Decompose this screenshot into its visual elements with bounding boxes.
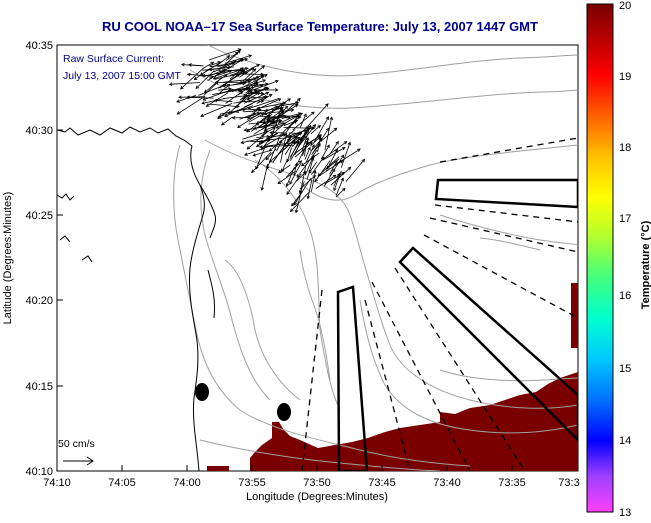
colorbar-tick: 14 [619, 435, 631, 447]
marker-dot [195, 383, 209, 401]
y-tick-label: 40:30 [25, 125, 53, 137]
colorbar-tick: 15 [619, 363, 631, 375]
marker-dot [277, 403, 291, 421]
x-tick-label: 73:35 [498, 477, 526, 489]
x-axis-label: Longitude (Degrees:Minutes) [246, 491, 388, 503]
y-tick-labels: 40:35 40:30 40:25 40:20 40:15 40:10 [25, 40, 53, 478]
colorbar-tick: 13 [619, 507, 631, 518]
y-tick-label: 40:25 [25, 210, 53, 222]
sst-patch-small [207, 466, 229, 471]
colorbar [587, 4, 613, 512]
y-tick-label: 40:10 [25, 466, 53, 478]
x-tick-label: 74:05 [108, 477, 136, 489]
colorbar-label: Temperature (°C) [640, 220, 651, 309]
colorbar-tick-labels: 20 19 18 17 16 15 14 13 [619, 0, 631, 518]
x-tick-label: 74:00 [173, 477, 201, 489]
x-tick-label: 73:45 [368, 477, 396, 489]
colorbar-tick: 17 [619, 213, 631, 225]
x-tick-label: 73:40 [433, 477, 461, 489]
y-tick-label: 40:15 [25, 381, 53, 393]
x-tick-label: 74:10 [43, 477, 71, 489]
map-title: RU COOL NOAA–17 Sea Surface Temperature:… [102, 19, 538, 34]
scale-label: 50 cm/s [58, 438, 95, 450]
x-tick-labels: 74:10 74:05 74:00 73:55 73:50 73:45 73:4… [43, 477, 579, 489]
colorbar-tick: 19 [619, 71, 631, 83]
annotation-line2: July 13, 2007 15:00 GMT [63, 70, 181, 82]
y-tick-label: 40:35 [25, 40, 53, 52]
colorbar-tick: 16 [619, 290, 631, 302]
colorbar-tick: 20 [619, 0, 631, 12]
y-axis-label: Latitude (Degrees:Minutes) [2, 192, 14, 325]
annotation-line1: Raw Surface Current: [63, 53, 164, 65]
x-tick-label: 73:3 [558, 477, 579, 489]
y-tick-label: 40:20 [25, 295, 53, 307]
colorbar-tick: 18 [619, 142, 631, 154]
x-tick-label: 73:55 [238, 477, 266, 489]
x-tick-label: 73:50 [303, 477, 331, 489]
